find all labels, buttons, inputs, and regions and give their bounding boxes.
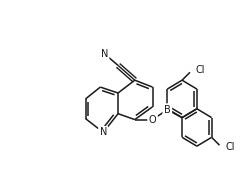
Text: O: O <box>149 115 156 125</box>
Text: Cl: Cl <box>226 142 235 152</box>
Text: Cl: Cl <box>196 65 205 75</box>
Text: B: B <box>164 105 171 115</box>
Text: N: N <box>100 127 107 137</box>
Text: N: N <box>101 49 108 59</box>
